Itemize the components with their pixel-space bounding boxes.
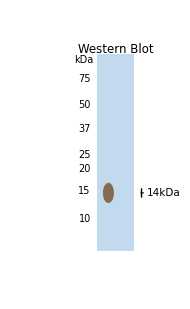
- Text: 14kDa: 14kDa: [147, 188, 180, 198]
- Text: 15: 15: [78, 185, 91, 196]
- Text: Western Blot: Western Blot: [78, 43, 154, 56]
- Text: 25: 25: [78, 150, 91, 160]
- Text: 50: 50: [78, 100, 91, 110]
- Text: 37: 37: [78, 124, 91, 134]
- Text: 20: 20: [78, 164, 91, 174]
- Text: kDa: kDa: [74, 55, 93, 65]
- Bar: [97, 54, 134, 251]
- Text: 75: 75: [78, 74, 91, 84]
- Ellipse shape: [103, 183, 114, 203]
- Text: 10: 10: [78, 214, 91, 224]
